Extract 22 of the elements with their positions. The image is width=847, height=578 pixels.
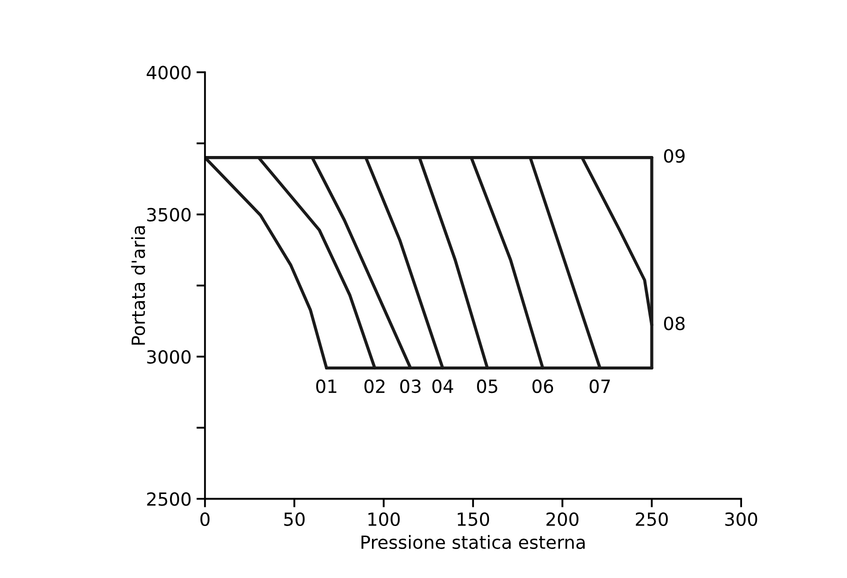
x-tick-label: 150 — [458, 512, 490, 526]
series-label: 08 — [664, 316, 685, 330]
y-tick-label: 3000 — [147, 350, 191, 364]
series-label: 06 — [532, 379, 554, 394]
y-tick-label: 3500 — [147, 208, 191, 222]
x-tick-label: 200 — [546, 512, 578, 526]
x-axis-title: Pressione statica esterna — [362, 535, 585, 550]
series-label: 07 — [590, 379, 610, 394]
series-label: 09 — [664, 149, 685, 163]
series-label: 04 — [432, 379, 454, 394]
series-label: 01 — [316, 379, 336, 394]
series-label: 02 — [364, 379, 384, 394]
y-tick-label: 2500 — [147, 492, 191, 506]
series-label: 05 — [477, 379, 498, 394]
x-tick-label: 250 — [636, 512, 668, 526]
series-label: 03 — [400, 379, 421, 394]
y-axis-title: Portata d'aria — [131, 226, 146, 345]
x-tick-label: 100 — [368, 512, 400, 526]
y-tick-label: 4000 — [146, 66, 191, 80]
x-tick-label: 50 — [284, 512, 305, 526]
x-tick-label: 0 — [200, 512, 210, 526]
x-tick-label: 300 — [725, 512, 758, 526]
